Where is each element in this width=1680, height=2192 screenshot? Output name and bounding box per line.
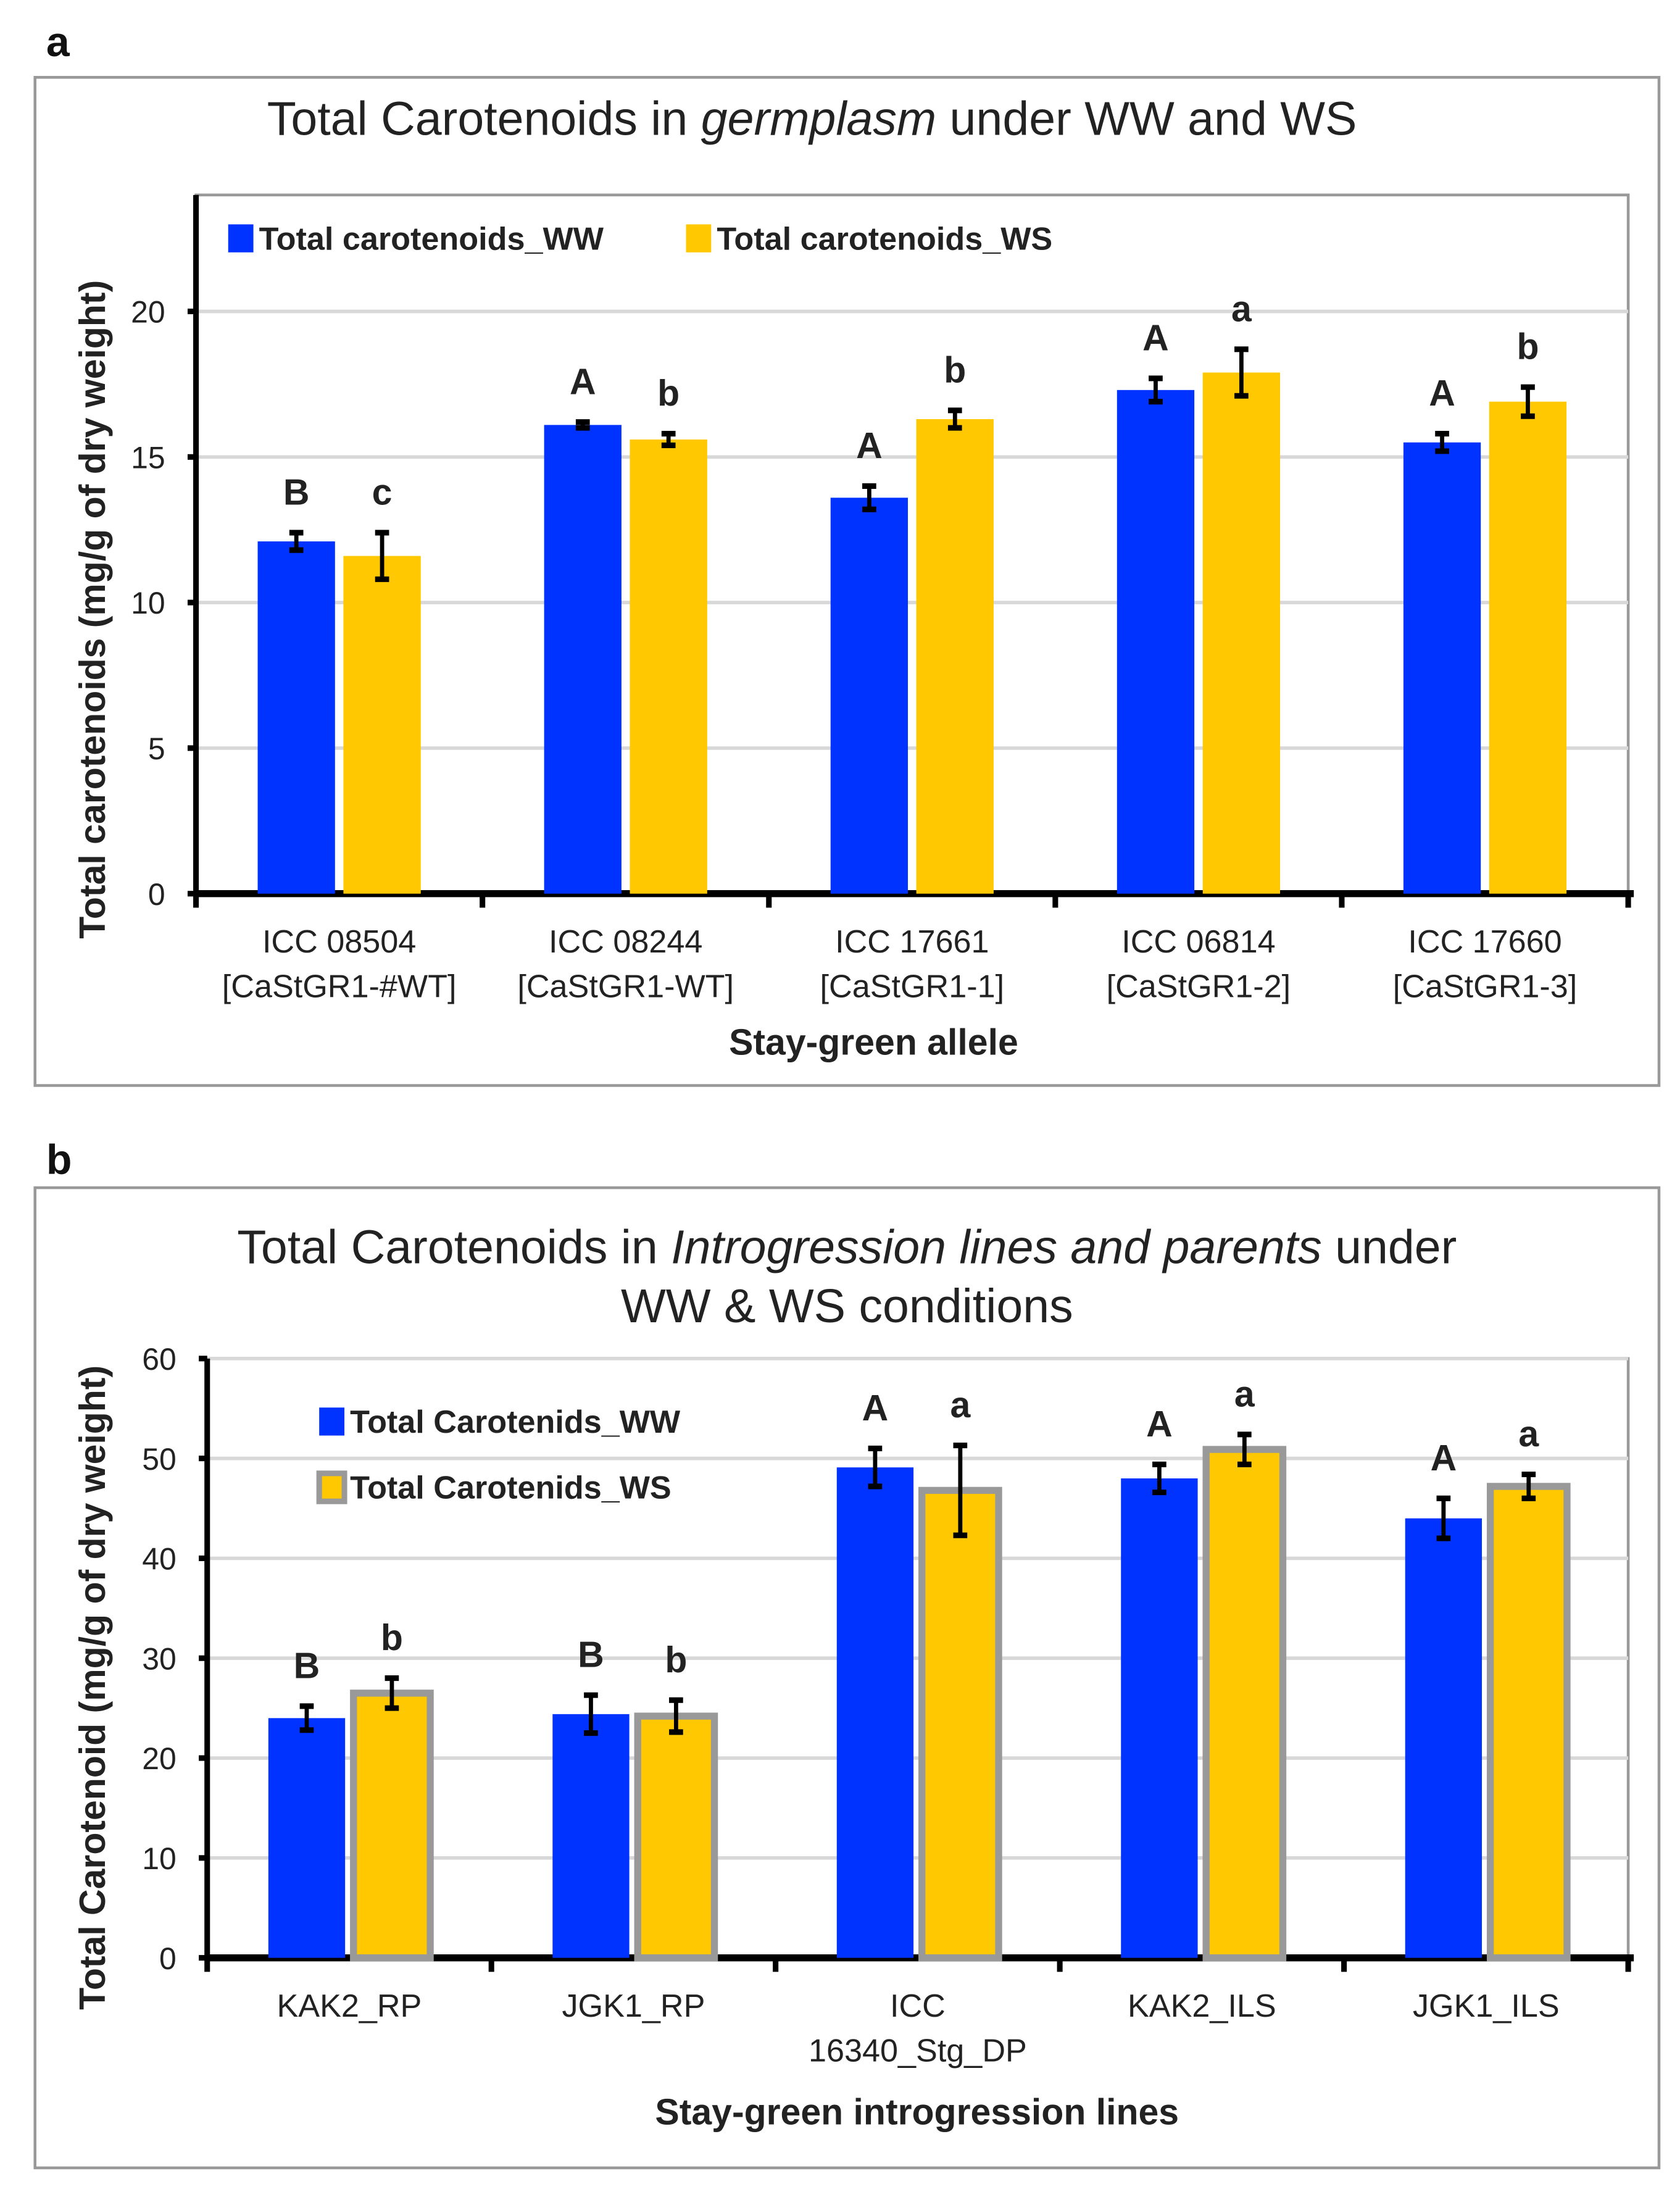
significance-letter: a xyxy=(1234,1374,1255,1414)
bar-ww xyxy=(268,1718,346,1958)
significance-letter: B xyxy=(294,1646,320,1686)
bar-ws xyxy=(918,1486,1002,1962)
bar-ws xyxy=(1202,1446,1287,1962)
x-tick-label: KAK2_RP xyxy=(277,1988,422,2024)
bar-ww xyxy=(257,541,335,894)
y-tick-label: 5 xyxy=(148,731,165,766)
significance-letter: A xyxy=(862,1388,889,1428)
panel-a-frame xyxy=(33,76,1661,1087)
legend-swatch xyxy=(228,224,254,252)
y-tick-label: 0 xyxy=(159,1941,177,1976)
legend-label: Total Carotenids_WS xyxy=(350,1470,672,1506)
significance-letter: b xyxy=(381,1618,403,1658)
panel-label-a: a xyxy=(46,19,70,65)
significance-letter: a xyxy=(1518,1414,1539,1454)
bar-ww xyxy=(1405,1518,1482,1958)
bar-ws xyxy=(1489,401,1567,894)
x-tick-label: [CaStGR1-1] xyxy=(820,969,1005,1005)
y-tick-label: 10 xyxy=(131,586,165,620)
significance-letter: A xyxy=(1431,1438,1457,1478)
chart-b-xlabel: Stay-green introgression lines xyxy=(655,2093,1179,2133)
legend-swatch xyxy=(686,224,712,252)
bar-ws xyxy=(1486,1483,1571,1962)
x-tick-label: [CaStGR1-2] xyxy=(1107,969,1291,1005)
panel-label-b: b xyxy=(46,1136,72,1183)
bar-ww xyxy=(552,1714,630,1958)
significance-letter: A xyxy=(1142,319,1169,359)
y-tick-label: 40 xyxy=(142,1542,177,1577)
significance-letter: A xyxy=(1429,373,1455,414)
x-tick-label: JGK1_RP xyxy=(562,1988,705,2024)
significance-letter: A xyxy=(1146,1404,1173,1444)
y-tick-label: 60 xyxy=(142,1342,177,1377)
bar-ws xyxy=(916,419,994,894)
y-tick-label: 50 xyxy=(142,1442,177,1477)
chart-b-title-line2: WW & WS conditions xyxy=(621,1280,1073,1333)
chart-a-title: Total Carotenoids in germplasm under WW … xyxy=(267,92,1357,145)
bar-ws xyxy=(343,556,421,894)
significance-letter: b xyxy=(944,350,966,390)
legend-label: Total carotenoids_WS xyxy=(717,221,1052,257)
significance-letter: c xyxy=(372,473,393,513)
significance-letter: b xyxy=(665,1640,687,1680)
x-tick-label: ICC xyxy=(890,1988,946,2024)
bar-ws xyxy=(634,1712,718,1962)
x-tick-label: ICC 08244 xyxy=(549,924,702,960)
x-tick-label: ICC 17661 xyxy=(835,924,989,960)
legend-label: Total carotenoids_WW xyxy=(259,221,604,257)
bar-ww xyxy=(1403,442,1481,894)
bar-ws xyxy=(1202,372,1281,894)
chart-b-ylabel: Total Carotenoid (mg/g of dry weight) xyxy=(73,1365,113,2010)
y-tick-label: 0 xyxy=(148,877,165,912)
y-tick-label: 15 xyxy=(131,440,165,475)
x-tick-label: [CaStGR1-#WT] xyxy=(222,969,457,1005)
bar-ww xyxy=(1117,390,1195,894)
x-tick-label: ICC 17660 xyxy=(1408,924,1561,960)
chart-b: 0 10 20 30 40 50 60 Bb KAK2_RP B b JGK1_RP A a ICC 1634… xyxy=(142,1342,1634,2069)
y-tick-label: 20 xyxy=(131,295,165,330)
bar-ww xyxy=(544,425,622,894)
x-tick-label: KAK2_ILS xyxy=(1128,1988,1276,2024)
significance-letter: a xyxy=(950,1385,971,1425)
significance-letter: b xyxy=(657,373,680,414)
chart-b-title: Total Carotenoids in Introgression lines… xyxy=(237,1221,1457,1274)
bar-ww xyxy=(1121,1478,1198,1958)
x-tick-label: 16340_Stg_DP xyxy=(809,2033,1027,2069)
y-tick-label: 10 xyxy=(142,1841,177,1876)
chart-a: 0 5 10 15 20 B c ICC 08504 [CaStGR1-#WT] A b ICC 08… xyxy=(131,193,1634,1005)
significance-letter: a xyxy=(1231,289,1252,329)
chart-a-ylabel: Total carotenoids (mg/g of dry weight) xyxy=(73,280,113,939)
bar-ww xyxy=(830,498,909,894)
significance-letter: B xyxy=(283,473,310,513)
bar-ws xyxy=(630,439,707,894)
bar-ww xyxy=(836,1467,914,1958)
x-tick-label: JGK1_ILS xyxy=(1413,1988,1560,2024)
y-tick-label: 20 xyxy=(142,1741,177,1776)
chart-a-xlabel: Stay-green allele xyxy=(729,1023,1018,1063)
panel-b-frame xyxy=(33,1186,1661,2170)
significance-letter: A xyxy=(570,362,596,402)
x-tick-label: ICC 08504 xyxy=(262,924,416,960)
x-tick-label: [CaStGR1-3] xyxy=(1393,969,1578,1005)
significance-letter: A xyxy=(856,426,883,466)
legend-swatch xyxy=(316,1470,347,1504)
legend-label: Total Carotenids_WW xyxy=(350,1404,681,1440)
y-tick-label: 30 xyxy=(142,1641,177,1676)
bar-ws xyxy=(350,1690,434,1962)
x-tick-label: [CaStGR1-WT] xyxy=(517,969,734,1005)
legend-swatch xyxy=(319,1407,345,1436)
x-tick-label: ICC 06814 xyxy=(1121,924,1275,960)
significance-letter: B xyxy=(578,1635,604,1675)
significance-letter: b xyxy=(1516,327,1539,367)
